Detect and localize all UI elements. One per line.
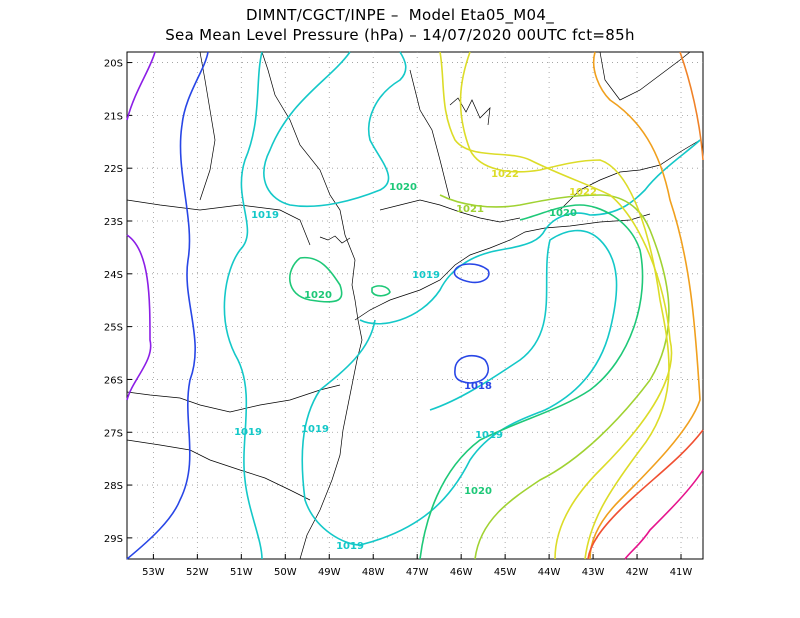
border-mg-es <box>599 51 691 101</box>
border-ms-pr <box>126 199 311 246</box>
contour-1020-west-closed <box>288 256 343 303</box>
y-tick-label: 28S <box>104 481 123 492</box>
contour-label: 1022 <box>491 169 519 180</box>
x-tick-label: 46W <box>450 567 473 578</box>
x-tick-label: 50W <box>274 567 297 578</box>
contour-1022-b <box>459 51 670 560</box>
x-tick-label: 53W <box>142 567 165 578</box>
coastline-southeast <box>354 213 651 321</box>
contour-1019-north <box>263 51 407 208</box>
coastline-main <box>261 51 363 560</box>
contour-label: 1019 <box>234 427 262 438</box>
contour-1020-east <box>419 204 644 560</box>
contour-label: 1019 <box>412 270 440 281</box>
contour-label: 1020 <box>389 182 417 193</box>
contour-1026 <box>624 469 704 560</box>
y-tick-label: 27S <box>104 428 123 439</box>
y-tick-label: 22S <box>104 164 123 175</box>
x-tick-label: 49W <box>318 567 341 578</box>
x-tick-label: 43W <box>582 567 605 578</box>
contour-label: 1019 <box>251 210 279 221</box>
pressure-contours <box>126 51 704 560</box>
x-tick-label: 52W <box>186 567 209 578</box>
contour-label: 1019 <box>475 430 503 441</box>
contour-label: 1019 <box>336 541 364 552</box>
y-axis-ticks: 20S 21S 22S 23S 24S 25S 26S 27S 28S 29S <box>104 59 132 545</box>
contour-label: 1018 <box>464 381 492 392</box>
y-tick-label: 25S <box>104 323 123 334</box>
y-tick-label: 24S <box>104 270 123 281</box>
contour-1024 <box>679 51 704 161</box>
x-tick-label: 51W <box>230 567 253 578</box>
reservoir-furnas <box>449 97 491 126</box>
contour-label-group: 1022 1022 1021 1020 1020 1020 1020 1019 … <box>234 169 597 552</box>
contour-1017 <box>126 234 152 401</box>
x-tick-label: 42W <box>626 567 649 578</box>
contour-label: 1019 <box>301 424 329 435</box>
x-tick-label: 48W <box>362 567 385 578</box>
x-tick-label: 47W <box>406 567 429 578</box>
border-pr-sc <box>126 384 341 413</box>
contour-1019-west <box>223 51 263 560</box>
y-tick-label: 20S <box>104 59 123 70</box>
plot-frame <box>126 51 704 560</box>
map-title-line-1: DIMNT/CGCT/INPE – Model Eta05_M04_ <box>245 6 555 24</box>
contour-label: 1020 <box>464 486 492 497</box>
y-tick-label: 29S <box>104 534 123 545</box>
border-west <box>199 51 216 201</box>
border-sp-mg <box>409 69 451 201</box>
contour-1023 <box>589 51 701 560</box>
contour-1020-small-closed <box>371 285 391 297</box>
y-tick-label: 26S <box>104 375 123 386</box>
contour-1019-east <box>301 229 618 546</box>
contour-1018-small-closed <box>453 263 490 284</box>
contour-1021 <box>439 194 670 560</box>
x-tick-label: 41W <box>670 567 693 578</box>
contour-label: 1020 <box>304 290 332 301</box>
contour-1022-a <box>439 51 673 560</box>
map-title-line-2: Sea Mean Level Pressure (hPa) – 14/07/20… <box>165 26 635 44</box>
contour-1016 <box>126 51 156 121</box>
y-tick-label: 21S <box>104 111 123 122</box>
contour-label: 1020 <box>549 208 577 219</box>
border-sp-rj <box>379 199 521 223</box>
border-sc-rs <box>126 439 311 501</box>
reservoir-outline <box>319 235 351 244</box>
contour-1018-west <box>126 51 209 560</box>
contour-1019-coast <box>359 139 701 325</box>
contour-1018-closed <box>454 354 489 384</box>
border-mg-rj <box>559 139 701 211</box>
x-tick-label: 45W <box>494 567 517 578</box>
x-tick-label: 44W <box>538 567 561 578</box>
contour-1025 <box>587 429 704 560</box>
contour-label: 1022 <box>569 187 597 198</box>
grid-lines <box>127 52 703 559</box>
y-tick-label: 23S <box>104 217 123 228</box>
contour-label: 1021 <box>456 204 484 215</box>
x-axis-ticks: 53W 52W 51W 50W 49W 48W 47W 46W 45W 44W 43W 42W 41W <box>142 554 692 578</box>
coastline-and-borders <box>126 51 701 560</box>
